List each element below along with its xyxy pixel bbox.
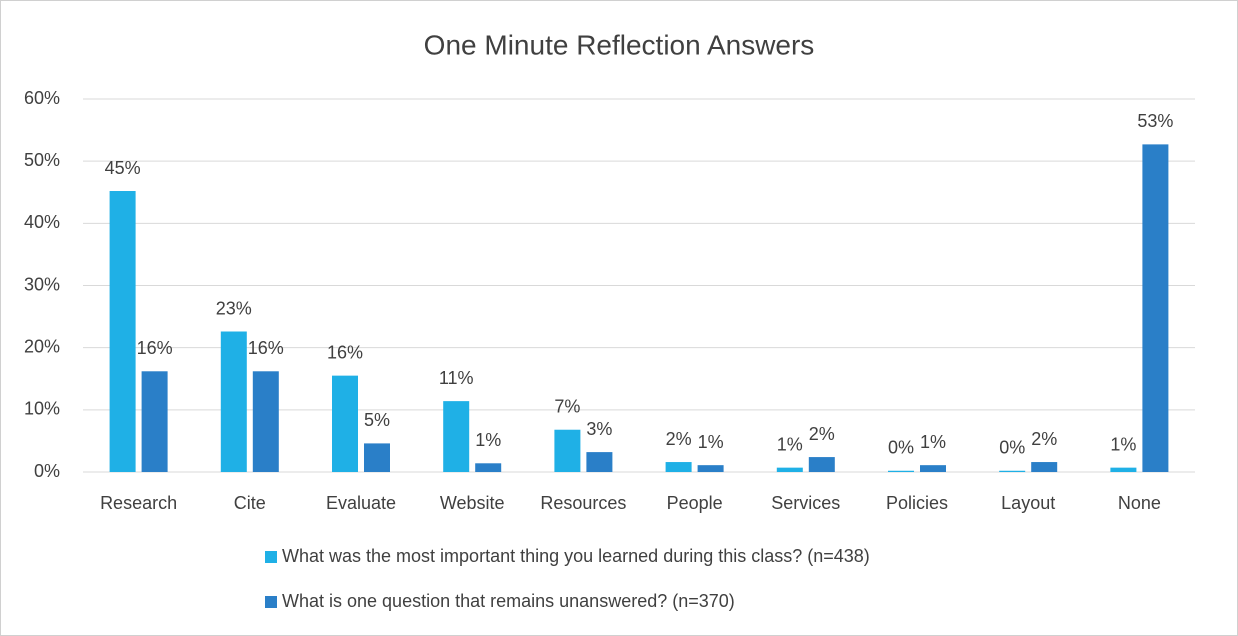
bar — [697, 465, 724, 472]
x-tick-label: Layout — [1001, 493, 1055, 513]
value-label: 0% — [888, 438, 914, 458]
bar — [220, 331, 247, 472]
bar — [554, 429, 581, 472]
chart-title: One Minute Reflection Answers — [424, 29, 815, 60]
value-label: 2% — [809, 424, 835, 444]
bar — [475, 463, 502, 472]
bar — [586, 452, 613, 472]
legend-swatch — [265, 596, 277, 608]
value-label: 53% — [1137, 111, 1173, 131]
bar — [776, 467, 803, 472]
y-tick-label: 20% — [24, 336, 60, 356]
x-tick-label: Cite — [234, 493, 266, 513]
bar — [1110, 467, 1137, 472]
legend-label: What was the most important thing you le… — [282, 546, 870, 566]
value-label: 11% — [439, 368, 474, 388]
value-label: 1% — [777, 434, 803, 454]
value-label: 1% — [1110, 434, 1136, 454]
bar — [1142, 144, 1169, 473]
value-label: 2% — [1031, 429, 1057, 449]
y-tick-label: 50% — [24, 150, 60, 170]
value-label: 1% — [698, 432, 724, 452]
x-tick-label: Resources — [540, 493, 626, 513]
bar — [332, 375, 358, 472]
value-label: 16% — [137, 338, 173, 358]
y-tick-label: 10% — [24, 399, 60, 419]
bar — [920, 465, 946, 472]
bar — [252, 371, 279, 472]
x-tick-label: Research — [100, 493, 177, 513]
x-tick-label: Services — [771, 493, 840, 513]
value-label: 0% — [999, 438, 1025, 458]
legend-swatch — [265, 551, 277, 563]
x-tick-label: None — [1118, 493, 1161, 513]
x-tick-label: Evaluate — [326, 493, 396, 513]
value-label: 1% — [920, 432, 946, 452]
value-label: 16% — [248, 338, 284, 358]
y-tick-label: 40% — [24, 212, 60, 232]
x-tick-label: Website — [440, 493, 505, 513]
x-tick-label: People — [667, 493, 723, 513]
value-label: 7% — [554, 396, 580, 416]
x-tick-label: Policies — [886, 493, 948, 513]
bar — [999, 470, 1026, 472]
value-label: 45% — [105, 158, 141, 178]
value-label: 3% — [586, 419, 612, 439]
bar — [443, 401, 470, 472]
bar — [364, 443, 390, 472]
bar — [141, 371, 168, 472]
bar — [665, 462, 692, 472]
value-label: 1% — [475, 430, 501, 450]
bar — [1031, 462, 1058, 472]
y-tick-label: 0% — [34, 461, 60, 481]
value-label: 5% — [364, 410, 390, 430]
bar — [109, 191, 136, 473]
legend-label: What is one question that remains unansw… — [282, 591, 735, 611]
value-label: 16% — [327, 342, 363, 362]
value-label: 2% — [666, 429, 692, 449]
value-label: 23% — [216, 298, 252, 318]
bar — [808, 457, 835, 472]
y-tick-label: 30% — [24, 274, 60, 294]
bar — [888, 470, 914, 472]
y-tick-label: 60% — [24, 88, 60, 108]
